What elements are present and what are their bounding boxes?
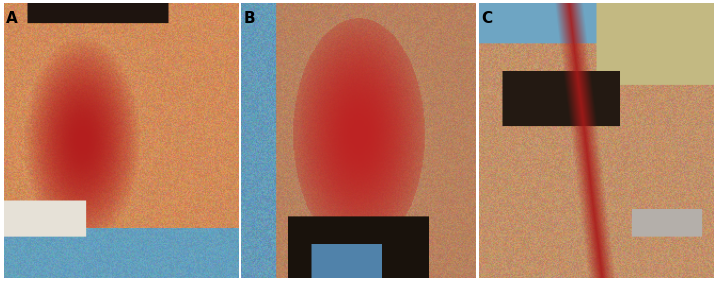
Text: A: A [6,11,18,26]
Text: B: B [244,11,255,26]
Text: C: C [482,11,493,26]
